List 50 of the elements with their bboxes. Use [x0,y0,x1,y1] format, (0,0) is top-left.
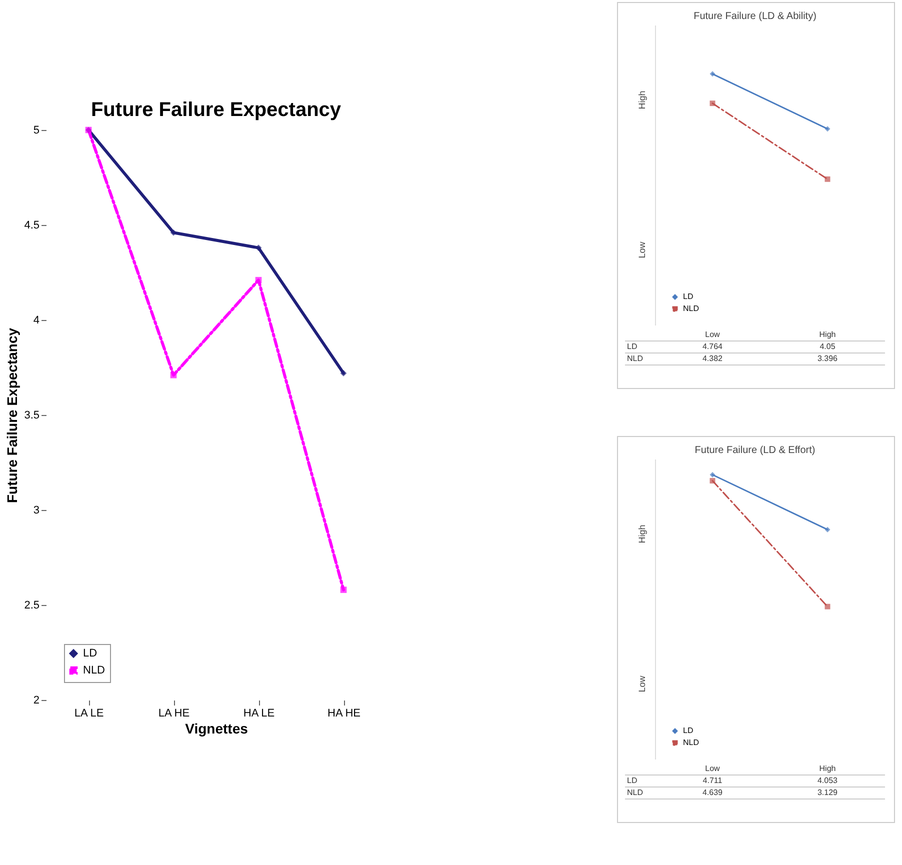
data-label: 3.396 [817,354,838,363]
y-tick-label: 3.5 [24,410,40,422]
point [170,372,177,378]
chart-title: Future Failure (LD & Effort) [694,445,816,456]
legend-label: LD [683,292,694,301]
point [824,526,830,532]
data-label: 4.711 [702,776,723,785]
text: High [637,524,647,544]
text: LD [627,342,638,351]
text: NLD [627,354,644,363]
point [824,604,830,610]
text: NLD [627,788,644,797]
point [255,244,262,251]
data-label: 4.053 [817,776,838,785]
y-axis-title: Future Failure Expectancy [4,328,20,504]
y-tick-label: 4 [33,314,40,326]
legend-label: NLD [683,738,700,747]
point [710,100,716,106]
chart-title: Future Failure (LD & Ability) [694,11,816,22]
y-tick-label: 4.5 [24,220,40,232]
data-label: 4.382 [702,354,724,363]
y-tick-label: 5 [33,124,40,136]
point [710,478,716,484]
data-label: 4.764 [702,342,724,351]
text: High [637,90,647,110]
text: Low [637,675,647,692]
legend-label: LD [83,648,98,660]
y-tick-label: 2 [33,694,40,706]
y-tick-label: 2.5 [24,600,40,612]
point [710,71,716,77]
point [824,176,830,182]
legend-label: NLD [83,664,106,676]
x-axis-title: Vignettes [185,720,248,736]
text: LD [627,776,638,785]
data-label: 3.129 [817,788,838,797]
point [824,126,830,132]
data-label: 4.05 [820,342,836,351]
point [255,276,262,284]
x-tick-label: LA HE [158,708,190,720]
point [340,370,347,376]
x-tick-label: LA LE [74,708,104,720]
legend-label: NLD [683,304,700,313]
text: Low [637,241,647,258]
point [340,586,347,593]
legend-label: LD [683,726,694,735]
x-tick-label: HA LE [243,708,275,720]
data-label: 4.639 [702,788,724,797]
x-tick-label: HA HE [327,708,361,720]
y-tick-label: 3 [33,504,40,516]
chart-title: Future Failure Expectancy [90,99,342,121]
